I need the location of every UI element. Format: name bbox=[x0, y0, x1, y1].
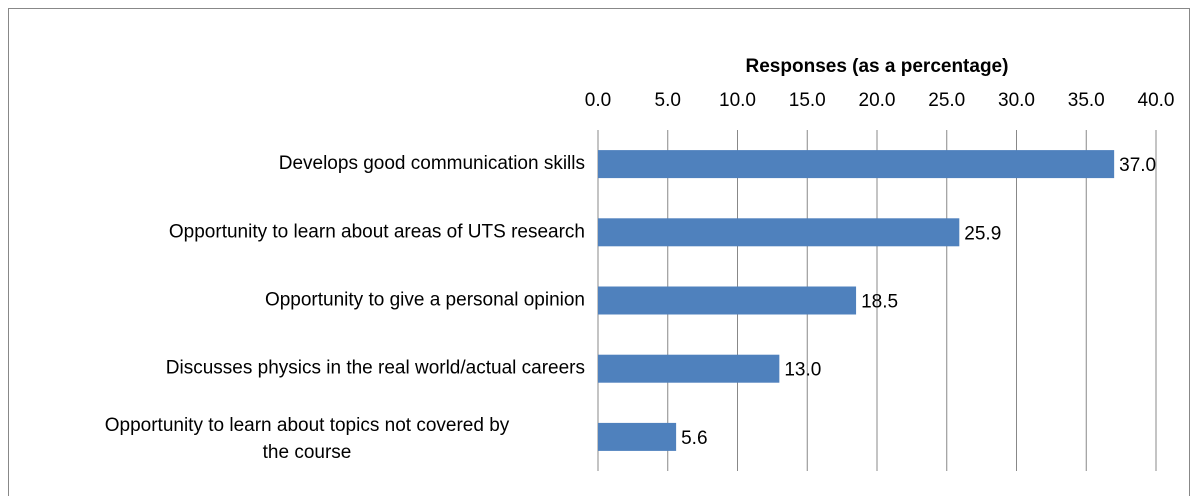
x-tick-label: 40.0 bbox=[1138, 90, 1175, 111]
bar bbox=[598, 150, 1115, 179]
y-tick-label: Opportunity to learn about areas of UTS … bbox=[169, 221, 585, 242]
y-tick-label: Opportunity to learn about topics not co… bbox=[105, 415, 510, 463]
x-tick-label: 15.0 bbox=[789, 90, 826, 111]
x-axis-label: Responses (as a percentage) bbox=[746, 56, 1009, 77]
label-line: Opportunity to learn about topics not co… bbox=[105, 415, 510, 436]
y-tick-label: Opportunity to give a personal opinion bbox=[265, 290, 585, 311]
x-tick-label: 30.0 bbox=[998, 90, 1035, 111]
x-tick-label: 35.0 bbox=[1068, 90, 1105, 111]
data-label: 13.0 bbox=[784, 360, 821, 381]
x-tick-label: 5.0 bbox=[655, 90, 681, 111]
data-label: 5.6 bbox=[681, 428, 707, 449]
data-label: 37.0 bbox=[1119, 155, 1156, 176]
y-tick-label: Develops good communication skills bbox=[279, 153, 585, 174]
chart-border bbox=[8, 8, 1190, 496]
x-tick-label: 20.0 bbox=[859, 90, 896, 111]
data-label: 25.9 bbox=[964, 223, 1001, 244]
bar bbox=[598, 354, 780, 383]
data-label: 18.5 bbox=[861, 292, 898, 313]
label-line: the course bbox=[263, 442, 352, 463]
x-tick-label: 25.0 bbox=[928, 90, 965, 111]
bar bbox=[598, 286, 857, 315]
bar bbox=[598, 218, 960, 247]
y-tick-label: Discusses physics in the real world/actu… bbox=[166, 358, 585, 379]
bar bbox=[598, 422, 677, 451]
x-tick-label: 0.0 bbox=[585, 90, 611, 111]
x-tick-label: 10.0 bbox=[719, 90, 756, 111]
